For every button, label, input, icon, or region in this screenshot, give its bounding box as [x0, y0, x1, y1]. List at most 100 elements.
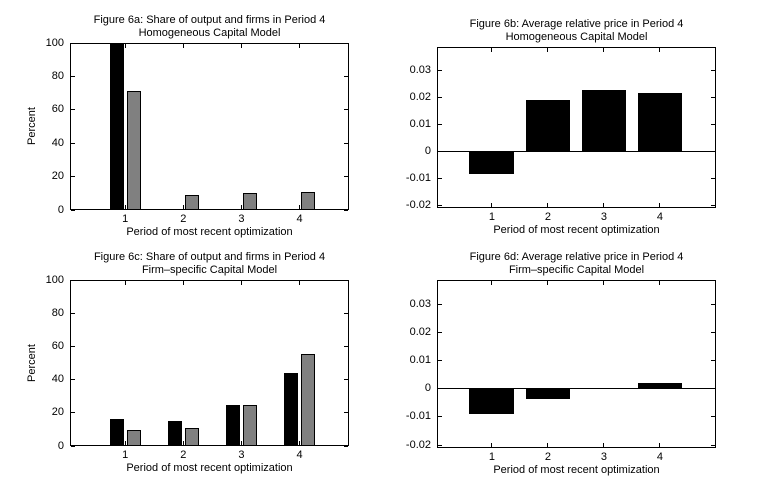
y-axis-tick: [438, 444, 442, 446]
chart-title-block: Figure 6c: Share of output and firms in …: [70, 251, 349, 277]
x-tick-label: 4: [296, 213, 303, 225]
x-axis-tick: [240, 281, 242, 285]
x-axis-tick: [124, 44, 126, 48]
y-axis-tick: [438, 416, 442, 418]
y-axis-tick: [711, 150, 715, 152]
chart-title: Figure 6c: Share of output and firms in …: [93, 251, 326, 263]
y-tick-label: -0.02: [405, 438, 431, 451]
y-tick-label: 60: [51, 103, 64, 116]
bar: [109, 43, 124, 210]
bar: [109, 418, 124, 446]
y-axis-tick: [711, 123, 715, 125]
x-axis-tick: [603, 203, 605, 207]
x-axis-tick: [182, 44, 184, 48]
y-axis-tick: [438, 150, 442, 152]
y-tick-label: 0: [424, 382, 431, 395]
bar: [184, 427, 199, 446]
y-tick-label: 20: [51, 170, 64, 183]
bar: [301, 353, 315, 446]
x-tick-label: 4: [296, 449, 303, 461]
y-tick-label: 0: [57, 203, 64, 216]
x-tick-label: 3: [238, 449, 245, 461]
bar: [242, 193, 257, 210]
y-tick-label: 100: [45, 273, 64, 286]
y-axis-tick: [438, 123, 442, 125]
x-tick-label: 3: [238, 213, 245, 225]
chart-title-block: Figure 6a: Share of output and firms in …: [70, 14, 349, 40]
x-axis-tick: [603, 443, 605, 447]
y-axis-tick: [711, 359, 715, 361]
y-tick-label: 0: [424, 144, 431, 157]
x-axis-label: Period of most recent optimization: [493, 224, 660, 236]
x-axis-tick: [547, 281, 549, 285]
y-tick-label: -0.01: [405, 171, 431, 184]
x-tick-label: 1: [122, 449, 129, 461]
y-axis-tick: [344, 109, 348, 111]
y-axis-tick: [71, 209, 75, 211]
y-tick-label: -0.02: [405, 198, 431, 211]
y-axis-tick: [438, 331, 442, 333]
y-axis-tick: [711, 177, 715, 179]
x-tick-label: 2: [180, 213, 187, 225]
x-axis-tick: [547, 443, 549, 447]
bar: [226, 405, 240, 446]
x-axis-label: Period of most recent optimization: [126, 462, 293, 474]
chart-subtitle: Homogeneous Capital Model: [138, 27, 281, 39]
x-tick-label: 1: [488, 211, 495, 223]
chart-subtitle: Firm–specific Capital Model: [508, 264, 645, 276]
x-axis-tick: [124, 281, 126, 285]
y-tick-label: 60: [51, 339, 64, 352]
x-axis-tick: [299, 44, 301, 48]
bar: [469, 151, 515, 175]
y-axis-tick: [71, 279, 75, 281]
bar: [126, 90, 141, 210]
chart-title: Figure 6a: Share of output and firms in …: [93, 14, 326, 26]
x-axis-tick: [547, 48, 549, 52]
y-tick-label: 40: [51, 136, 64, 149]
x-axis-tick: [182, 281, 184, 285]
y-axis-tick: [711, 331, 715, 333]
x-axis-tick: [603, 48, 605, 52]
bar: [184, 194, 199, 210]
x-axis-tick: [659, 443, 661, 447]
bar: [637, 383, 683, 389]
x-axis-label: Period of most recent optimization: [493, 464, 660, 476]
bar: [525, 388, 571, 399]
y-axis-tick: [344, 445, 348, 447]
y-tick-label: 0.01: [409, 353, 431, 366]
y-axis-tick: [711, 69, 715, 71]
x-axis-tick: [491, 443, 493, 447]
y-axis-tick: [711, 204, 715, 206]
bar: [242, 405, 257, 446]
x-axis-tick: [603, 281, 605, 285]
y-tick-label: 100: [45, 36, 64, 49]
x-tick-label: 3: [600, 211, 607, 223]
plot-area: [437, 280, 716, 448]
y-tick-label: 80: [51, 306, 64, 319]
y-axis-tick: [71, 176, 75, 178]
x-axis-tick: [299, 281, 301, 285]
x-axis-tick: [240, 441, 242, 445]
y-axis-tick: [344, 279, 348, 281]
y-axis-tick: [344, 312, 348, 314]
y-axis-tick: [344, 412, 348, 414]
bar: [637, 93, 683, 152]
x-axis-tick: [491, 203, 493, 207]
x-axis-tick: [299, 205, 301, 209]
x-axis-tick: [299, 441, 301, 445]
y-axis-tick: [71, 312, 75, 314]
y-axis-tick: [71, 445, 75, 447]
y-axis-tick: [344, 75, 348, 77]
chart-title-block: Figure 6d: Average relative price in Per…: [437, 251, 716, 277]
y-axis-tick: [438, 204, 442, 206]
y-tick-label: 20: [51, 406, 64, 419]
x-axis-tick: [240, 205, 242, 209]
x-axis-tick: [491, 48, 493, 52]
y-axis-tick: [71, 42, 75, 44]
y-tick-label: 0.02: [409, 325, 431, 338]
chart-title-block: Figure 6b: Average relative price in Per…: [437, 18, 716, 44]
